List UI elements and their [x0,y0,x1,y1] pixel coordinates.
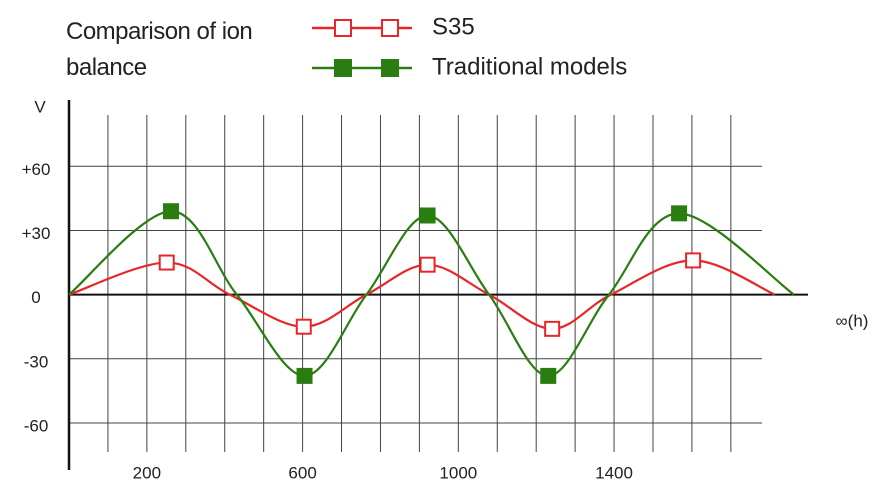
y-tick-label: -30 [24,352,49,371]
legend-label: Traditional models [432,53,627,80]
x-tick-label: 200 [133,463,161,482]
legend-marker [381,19,399,37]
chart-title: Comparison of ion balance [66,18,253,81]
marker [685,252,702,269]
y-axis-label: V [34,97,46,116]
marker [296,367,313,384]
legend-marker [334,59,352,77]
series-line [68,210,795,377]
x-tick-label: 600 [288,463,316,482]
legend-marker [381,59,399,77]
marker [158,254,175,271]
y-tick-label: -60 [24,416,49,435]
marker [540,367,557,384]
legend-marker [334,19,352,37]
marker [671,205,688,222]
x-tick-label: 1400 [595,463,633,482]
marker [295,318,312,335]
marker [163,203,180,220]
legend-label: S35 [432,13,475,40]
marker [419,207,436,224]
x-tick-label: 1000 [439,463,477,482]
marker [544,320,561,337]
x-axis-label: ∞(h) [836,311,869,330]
marker [419,256,436,273]
y-tick-label: +30 [22,224,51,243]
y-tick-label: 0 [31,288,40,307]
y-tick-label: +60 [22,160,51,179]
